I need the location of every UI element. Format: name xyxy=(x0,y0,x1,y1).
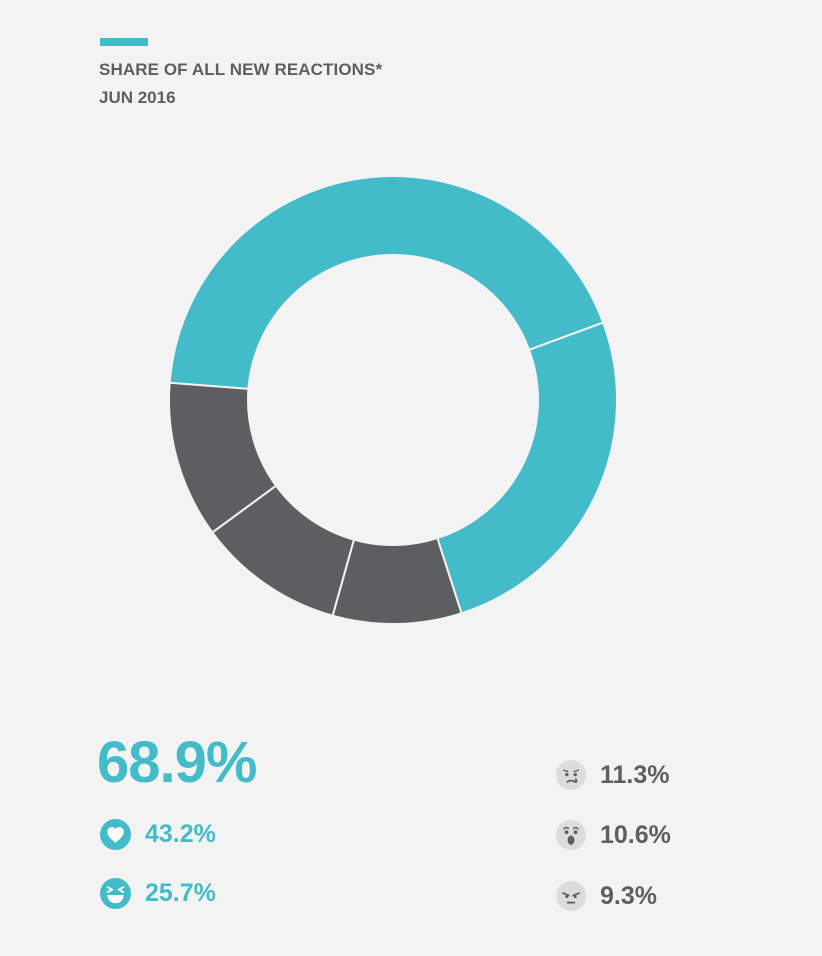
donut-slice-angry xyxy=(331,536,463,625)
chart-title: SHARE OF ALL NEW REACTIONS* xyxy=(99,60,383,79)
donut-slice-sad xyxy=(168,381,278,534)
legend-value-wow: 10.6% xyxy=(600,821,671,849)
legend-value-angry: 9.3% xyxy=(600,882,657,910)
legend-item-haha: 25.7% xyxy=(100,877,216,909)
donut-chart xyxy=(168,174,618,625)
wow-icon xyxy=(556,820,586,850)
angry-icon xyxy=(556,881,586,911)
legend-value-sad: 11.3% xyxy=(600,761,670,789)
legend-value-heart: 43.2% xyxy=(145,820,216,848)
heart-icon xyxy=(100,818,131,850)
legend-item-wow: 10.6% xyxy=(556,819,671,851)
positive-total-value: 68.9% xyxy=(97,730,257,795)
legend-item-angry: 9.3% xyxy=(556,880,657,912)
title-accent-bar xyxy=(100,38,148,46)
sad-icon xyxy=(556,760,586,790)
donut-slice-haha xyxy=(436,321,618,615)
legend-item-heart: 43.2% xyxy=(100,818,216,850)
legend-value-haha: 25.7% xyxy=(145,879,216,907)
legend-item-sad: 11.3% xyxy=(556,759,670,791)
donut-slice-heart xyxy=(168,174,605,390)
chart-subtitle: JUN 2016 xyxy=(99,88,176,107)
haha-icon xyxy=(100,877,131,909)
